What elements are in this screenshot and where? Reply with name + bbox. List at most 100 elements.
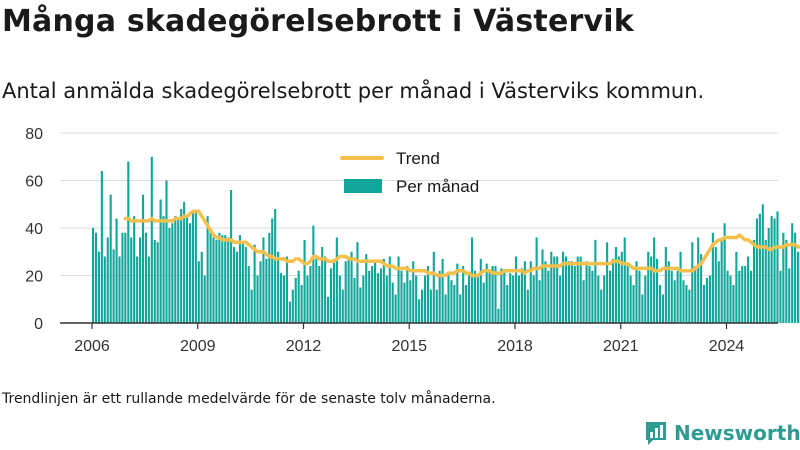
bar	[162, 216, 165, 324]
bar	[388, 256, 391, 323]
bar	[382, 258, 385, 324]
bar	[230, 190, 233, 323]
bar	[726, 270, 729, 323]
bar	[620, 251, 623, 323]
bar	[509, 273, 512, 324]
bar	[94, 232, 98, 323]
bar	[400, 270, 403, 323]
bar	[473, 270, 476, 323]
bar	[664, 247, 667, 323]
bar	[374, 261, 377, 323]
bar	[459, 294, 462, 323]
bar	[476, 275, 479, 323]
bar	[415, 275, 418, 323]
bar	[635, 261, 638, 323]
y-tick-label: 60	[25, 174, 43, 191]
bar	[444, 294, 447, 323]
bar	[406, 266, 409, 323]
bar	[676, 270, 679, 323]
bar	[567, 261, 570, 323]
bar	[491, 266, 494, 323]
bar	[562, 251, 565, 323]
bar	[391, 282, 394, 324]
bar	[494, 266, 497, 323]
bar	[368, 270, 371, 323]
bar	[435, 289, 438, 323]
bar	[526, 289, 529, 323]
footnote: Trendlinjen är ett rullande medelvärde f…	[2, 391, 496, 407]
bar	[103, 256, 106, 323]
bar	[661, 294, 664, 323]
bar	[520, 268, 523, 324]
bar	[209, 228, 212, 323]
bar	[479, 258, 482, 324]
bar	[606, 242, 609, 323]
bar	[385, 275, 388, 323]
bar	[776, 211, 779, 324]
bar	[773, 218, 776, 323]
bar	[791, 223, 794, 323]
y-tick-label: 80	[25, 126, 43, 143]
bar	[703, 285, 706, 323]
bar	[782, 232, 785, 323]
bar	[450, 280, 453, 323]
bar	[532, 275, 535, 323]
bar	[468, 275, 471, 323]
bar	[556, 256, 559, 323]
bar	[271, 218, 274, 323]
bar	[197, 261, 200, 323]
y-tick-labels: 0 20 40 60 80	[25, 126, 43, 333]
bar	[576, 256, 579, 323]
bar	[241, 242, 244, 323]
bar	[682, 280, 685, 323]
bar	[156, 242, 159, 323]
bar	[218, 232, 221, 323]
bar	[144, 232, 147, 323]
bar	[697, 237, 700, 323]
bar	[203, 275, 206, 323]
bar	[341, 289, 344, 323]
bar	[794, 232, 797, 323]
bar	[544, 261, 547, 323]
bar	[97, 251, 100, 323]
bar	[515, 256, 518, 323]
bar	[755, 218, 758, 323]
bar	[506, 285, 509, 323]
bar	[462, 266, 465, 323]
x-tick-label: 2006	[74, 338, 110, 355]
bar	[497, 308, 500, 323]
bar	[535, 237, 538, 323]
legend: Trend Per månad	[340, 149, 479, 196]
legend-trend-label: Trend	[396, 149, 440, 168]
bar	[247, 266, 250, 323]
bar	[265, 258, 268, 324]
bar	[153, 239, 156, 324]
legend-bar-label: Per månad	[396, 177, 479, 196]
bar	[200, 251, 203, 323]
bar	[770, 216, 773, 324]
gridlines	[60, 132, 778, 276]
bar	[429, 289, 432, 323]
bar	[256, 275, 259, 323]
brand-logo[interactable]: Newsworthy	[644, 419, 800, 447]
bar	[656, 258, 659, 324]
chart-subtitle: Antal anmälda skadegörelsebrott per måna…	[2, 79, 705, 103]
bar	[136, 256, 139, 323]
bar	[321, 247, 324, 323]
bar	[285, 256, 288, 323]
bar	[785, 239, 788, 324]
bar	[329, 268, 333, 324]
bar	[488, 270, 491, 323]
bar	[268, 232, 271, 323]
bar	[238, 235, 241, 324]
bar	[650, 256, 653, 323]
bar	[447, 275, 450, 323]
bar	[547, 270, 550, 323]
bar	[112, 249, 115, 324]
bar	[585, 261, 588, 323]
bar	[250, 289, 253, 323]
bar	[371, 266, 374, 323]
bar	[274, 209, 277, 323]
bar	[421, 289, 424, 323]
bar	[253, 244, 256, 324]
